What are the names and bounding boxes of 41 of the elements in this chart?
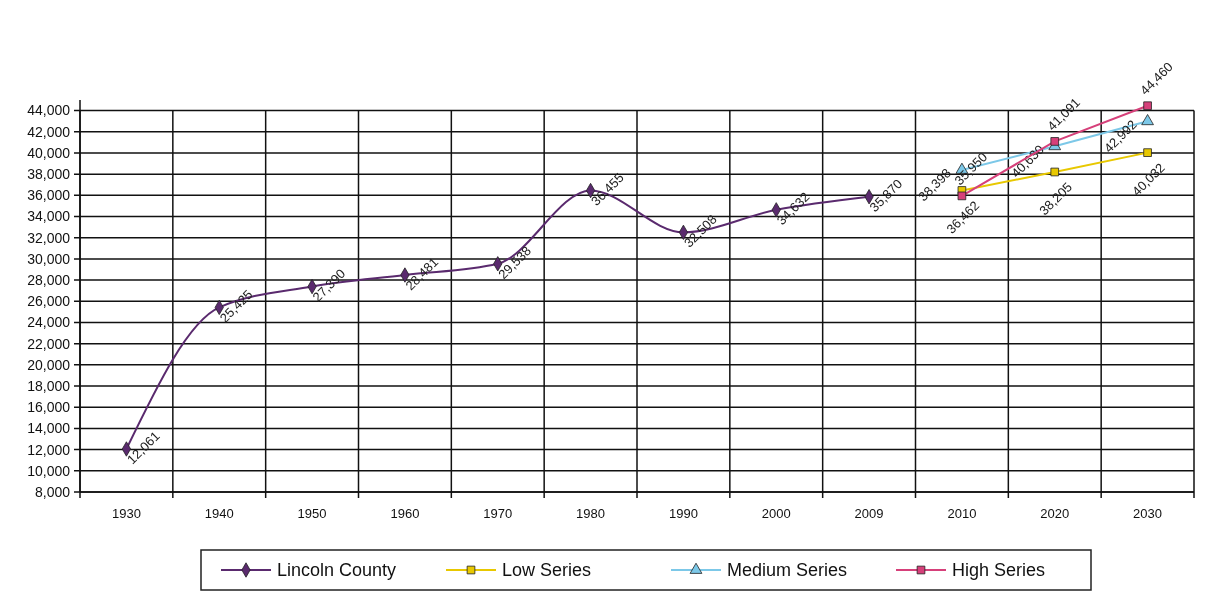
- y-tick-label: 12,000: [27, 441, 71, 458]
- y-tick-label: 16,000: [27, 399, 71, 416]
- legend-label: High Series: [952, 560, 1046, 581]
- y-tick-label: 26,000: [27, 293, 71, 310]
- x-tick-label: 1980: [576, 506, 606, 521]
- point: [1141, 114, 1154, 126]
- legend-label: Lincoln County: [277, 560, 397, 581]
- point: [1143, 101, 1152, 110]
- y-tick-label: 24,000: [27, 314, 71, 331]
- y-tick-label: 34,000: [27, 208, 71, 225]
- x-tick-label: 2010: [947, 506, 977, 521]
- x-tick-label: 2000: [761, 506, 791, 521]
- y-tick-label: 44,000: [27, 102, 71, 119]
- y-tick-label: 10,000: [27, 462, 71, 479]
- x-tick-label: 2009: [854, 506, 884, 521]
- y-tick-label: 14,000: [27, 420, 71, 437]
- x-tick-label: 1990: [668, 506, 698, 521]
- y-tick-label: 22,000: [27, 335, 71, 352]
- point: [957, 191, 967, 201]
- y-tick-label: 8,000: [34, 483, 71, 500]
- y-tick-label: 30,000: [27, 250, 71, 267]
- legend-label: Medium Series: [727, 560, 848, 581]
- x-tick-label: 1930: [111, 506, 141, 521]
- y-tick-label: 20,000: [27, 356, 71, 373]
- x-tick-label: 2020: [1040, 506, 1070, 521]
- y-tick-label: 38,000: [27, 166, 71, 183]
- y-tick-label: 18,000: [27, 377, 71, 394]
- y-tick-label: 32,000: [27, 229, 71, 246]
- x-tick-label: 1950: [297, 506, 327, 521]
- x-tick-label: 2030: [1133, 506, 1163, 521]
- x-tick-label: 1970: [483, 506, 513, 521]
- x-tick-label: 1940: [204, 506, 234, 521]
- point: [1143, 148, 1152, 157]
- point: [1050, 167, 1060, 177]
- y-tick-label: 28,000: [27, 272, 71, 289]
- point: [1050, 137, 1060, 146]
- y-tick-label: 42,000: [27, 123, 71, 140]
- legend-label: Low Series: [502, 560, 592, 581]
- x-tick-label: 1960: [390, 506, 420, 521]
- y-tick-label: 40,000: [27, 144, 71, 161]
- y-tick-label: 36,000: [27, 187, 71, 204]
